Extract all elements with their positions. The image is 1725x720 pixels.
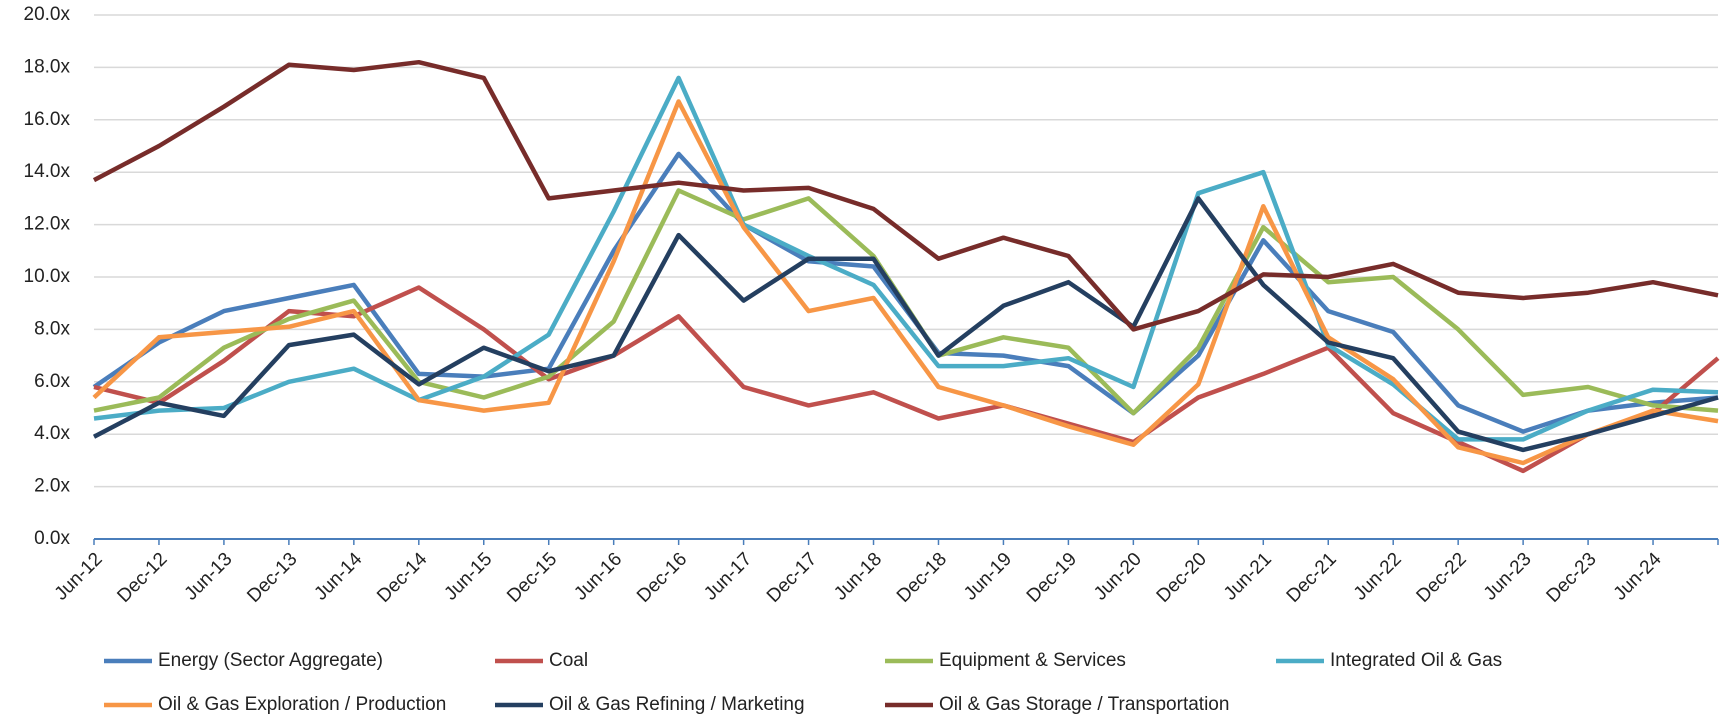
y-tick-label: 14.0x bbox=[24, 161, 71, 182]
y-tick-label: 16.0x bbox=[24, 109, 71, 130]
x-tick-label: Jun-21 bbox=[1220, 549, 1276, 605]
y-tick-label: 4.0x bbox=[34, 423, 70, 444]
x-tick-label: Dec-22 bbox=[1413, 549, 1471, 607]
y-tick-label: 0.0x bbox=[34, 528, 70, 549]
x-tick-label: Dec-18 bbox=[893, 549, 951, 607]
x-tick-label: Dec-15 bbox=[503, 549, 561, 607]
x-tick-label: Dec-19 bbox=[1023, 549, 1081, 607]
x-tick-label: Dec-21 bbox=[1283, 549, 1341, 607]
x-tick-label: Dec-12 bbox=[113, 549, 171, 607]
y-tick-label: 18.0x bbox=[24, 56, 71, 77]
x-tick-label: Jun-14 bbox=[310, 548, 366, 604]
y-tick-label: 2.0x bbox=[34, 476, 70, 497]
x-tick-label: Dec-16 bbox=[633, 549, 691, 607]
x-tick-label: Dec-20 bbox=[1153, 549, 1211, 607]
x-tick-label: Jun-16 bbox=[570, 549, 626, 605]
x-tick-label: Dec-17 bbox=[763, 549, 821, 607]
legend-label: Oil & Gas Refining / Marketing bbox=[549, 694, 805, 715]
series-line bbox=[92, 196, 1719, 453]
legend-label: Integrated Oil & Gas bbox=[1330, 650, 1502, 671]
legend-label: Energy (Sector Aggregate) bbox=[158, 650, 383, 671]
x-tick-label: Jun-18 bbox=[830, 549, 886, 605]
x-tick-label: Jun-23 bbox=[1480, 549, 1536, 605]
x-tick-label: Jun-19 bbox=[960, 549, 1016, 605]
x-tick-label: Jun-15 bbox=[440, 549, 496, 605]
x-tick-label: Jun-17 bbox=[700, 549, 756, 605]
x-tick-label: Jun-22 bbox=[1350, 549, 1406, 605]
y-tick-label: 8.0x bbox=[34, 318, 70, 339]
y-tick-label: 10.0x bbox=[24, 266, 71, 287]
legend-label: Equipment & Services bbox=[939, 650, 1126, 671]
legend-label: Oil & Gas Exploration / Production bbox=[158, 694, 446, 715]
legend-label: Coal bbox=[549, 650, 588, 671]
series-line bbox=[92, 99, 1719, 466]
series-line bbox=[93, 75, 1719, 442]
x-tick-label: Jun-12 bbox=[51, 549, 107, 605]
y-tick-label: 6.0x bbox=[34, 371, 70, 392]
legend-label: Oil & Gas Storage / Transportation bbox=[939, 694, 1229, 715]
x-tick-label: Dec-14 bbox=[373, 548, 431, 606]
y-tick-label: 20.0x bbox=[24, 4, 71, 25]
x-tick-label: Jun-20 bbox=[1090, 549, 1146, 605]
x-tick-label: Dec-13 bbox=[243, 549, 301, 607]
y-tick-label: 12.0x bbox=[24, 214, 71, 235]
series-line bbox=[92, 59, 1719, 332]
x-tick-label: Dec-23 bbox=[1543, 549, 1601, 607]
x-tick-label: Jun-24 bbox=[1610, 548, 1666, 604]
x-tick-label: Jun-13 bbox=[181, 549, 237, 605]
